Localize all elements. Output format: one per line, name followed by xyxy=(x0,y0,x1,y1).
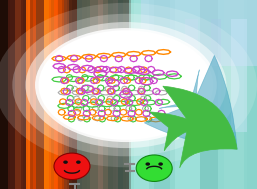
Circle shape xyxy=(54,153,90,180)
Polygon shape xyxy=(103,0,113,189)
Polygon shape xyxy=(128,0,149,189)
Polygon shape xyxy=(77,0,134,189)
FancyArrowPatch shape xyxy=(149,86,237,168)
Polygon shape xyxy=(185,19,198,132)
Ellipse shape xyxy=(0,3,257,167)
Polygon shape xyxy=(64,0,72,189)
Polygon shape xyxy=(28,0,44,189)
Polygon shape xyxy=(82,0,95,189)
Polygon shape xyxy=(224,0,247,189)
Polygon shape xyxy=(21,0,31,189)
Circle shape xyxy=(136,155,172,181)
Polygon shape xyxy=(123,0,131,189)
Polygon shape xyxy=(54,0,58,189)
Polygon shape xyxy=(36,0,46,189)
Polygon shape xyxy=(15,0,23,189)
Polygon shape xyxy=(200,0,218,189)
Polygon shape xyxy=(57,0,67,189)
FancyArrowPatch shape xyxy=(144,55,237,149)
Polygon shape xyxy=(49,0,62,189)
Polygon shape xyxy=(231,19,247,132)
Circle shape xyxy=(63,160,68,164)
Ellipse shape xyxy=(25,22,226,148)
Polygon shape xyxy=(26,0,30,189)
Polygon shape xyxy=(90,0,100,189)
Polygon shape xyxy=(98,0,113,189)
Polygon shape xyxy=(44,0,49,189)
Polygon shape xyxy=(141,0,257,66)
Circle shape xyxy=(76,160,81,164)
Polygon shape xyxy=(175,0,200,189)
Polygon shape xyxy=(69,0,82,189)
Polygon shape xyxy=(77,0,87,189)
Ellipse shape xyxy=(35,28,217,142)
Polygon shape xyxy=(44,0,51,189)
Circle shape xyxy=(145,162,150,166)
Polygon shape xyxy=(8,0,21,189)
Polygon shape xyxy=(244,0,257,189)
Polygon shape xyxy=(113,0,126,189)
Polygon shape xyxy=(211,19,221,132)
Ellipse shape xyxy=(39,30,213,140)
Polygon shape xyxy=(0,0,10,189)
Polygon shape xyxy=(0,0,134,189)
Polygon shape xyxy=(118,0,128,189)
Polygon shape xyxy=(33,0,36,189)
Polygon shape xyxy=(123,0,257,189)
Polygon shape xyxy=(108,0,116,189)
Ellipse shape xyxy=(12,14,240,156)
Polygon shape xyxy=(154,0,170,189)
Circle shape xyxy=(158,162,163,166)
